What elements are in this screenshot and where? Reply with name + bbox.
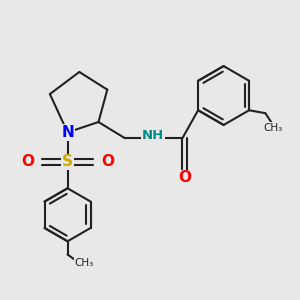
Text: S: S xyxy=(62,154,73,169)
Text: N: N xyxy=(61,125,74,140)
Text: O: O xyxy=(178,170,191,185)
Text: O: O xyxy=(21,154,34,169)
Text: CH₃: CH₃ xyxy=(263,123,282,133)
Text: O: O xyxy=(101,154,114,169)
Text: NH: NH xyxy=(142,129,164,142)
Text: CH₃: CH₃ xyxy=(75,258,94,268)
